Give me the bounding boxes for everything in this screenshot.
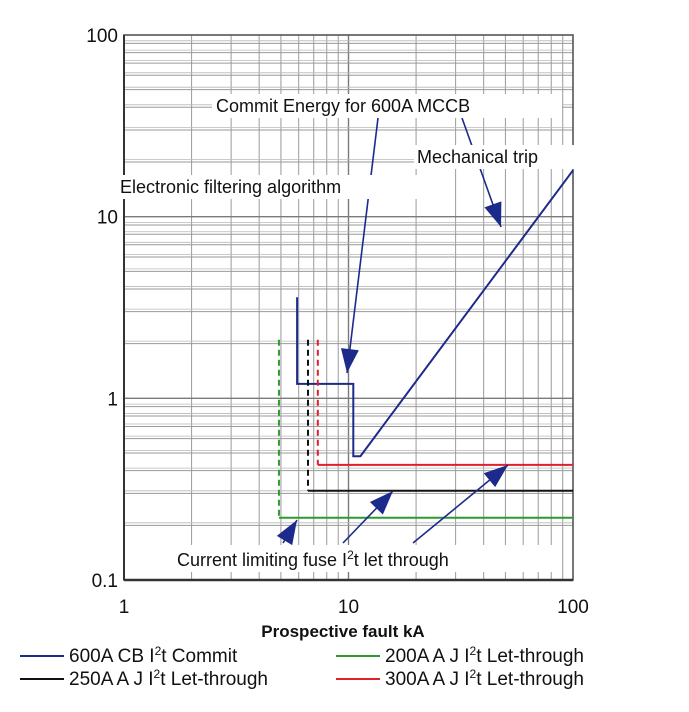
annotation-commit-energy: Commit Energy for 600A MCCB bbox=[216, 96, 470, 116]
legend-text: 200A A J I bbox=[385, 646, 470, 667]
fuse-arrow-200-head bbox=[276, 520, 297, 546]
legend-entry-1: 600A CB I2t Commit bbox=[69, 644, 238, 667]
x-tick-label: 100 bbox=[557, 597, 589, 618]
legend-text: 250A A J I bbox=[69, 669, 154, 690]
annotation-fuse-sup: 2 bbox=[347, 548, 354, 562]
y-tick-label: 1 bbox=[107, 389, 118, 410]
legend-sup: 2 bbox=[470, 667, 477, 681]
commit-arrow-shaft bbox=[346, 117, 379, 374]
y-tick-label: 0.1 bbox=[92, 571, 118, 592]
series-layer bbox=[277, 169, 574, 519]
annotation-electronic-filtering: Electronic filtering algorithm bbox=[120, 177, 341, 197]
series-line-1 bbox=[296, 169, 574, 458]
legend-text-tail: t Commit bbox=[161, 646, 238, 667]
legend-sup: 2 bbox=[470, 644, 477, 658]
annotation-current-limiting-fuse: Current limiting fuse I2t let through bbox=[177, 548, 449, 570]
legend-text-tail: t Let-through bbox=[476, 646, 584, 667]
fuse-arrow-250-head bbox=[369, 491, 393, 515]
fuse-label-bg bbox=[174, 545, 552, 572]
y-tick-label: 100 bbox=[86, 26, 118, 47]
legend-text-tail: t Let-through bbox=[476, 669, 584, 690]
x-axis-label: Prospective fault kA bbox=[261, 622, 424, 641]
annotation-arrows bbox=[276, 117, 509, 546]
commit-label-bg bbox=[212, 94, 562, 118]
legend-entry-4: 300A A J I2t Let-through bbox=[385, 667, 584, 690]
legend-entry-3: 250A A J I2t Let-through bbox=[69, 667, 268, 690]
annotation-fuse-tail: t let through bbox=[354, 550, 449, 570]
legend: 600A CB I2t Commit 200A A J I2t Let-throu… bbox=[20, 644, 584, 690]
filter-label-bg bbox=[118, 175, 420, 199]
annotation-labels: Commit Energy for 600A MCCB Mechanical tr… bbox=[118, 94, 586, 572]
legend-text-tail: t Let-through bbox=[160, 669, 268, 690]
commit-arrow-head bbox=[340, 348, 359, 373]
fuse-arrow-300-head bbox=[483, 465, 508, 488]
legend-sup: 2 bbox=[155, 644, 162, 658]
x-tick-label: 10 bbox=[338, 597, 359, 618]
legend-sup: 2 bbox=[154, 667, 161, 681]
annotation-mechanical-trip: Mechanical trip bbox=[417, 147, 538, 167]
mech-arrow-head bbox=[484, 201, 502, 227]
y-tick-label: 10 bbox=[97, 208, 118, 229]
x-tick-label: 1 bbox=[119, 597, 130, 618]
mech-label-bg bbox=[414, 145, 586, 169]
annotation-fuse-main: Current limiting fuse I bbox=[177, 550, 347, 570]
legend-text: 300A A J I bbox=[385, 669, 470, 690]
legend-text: 600A CB I bbox=[69, 646, 155, 667]
legend-entry-2: 200A A J I2t Let-through bbox=[385, 644, 584, 667]
